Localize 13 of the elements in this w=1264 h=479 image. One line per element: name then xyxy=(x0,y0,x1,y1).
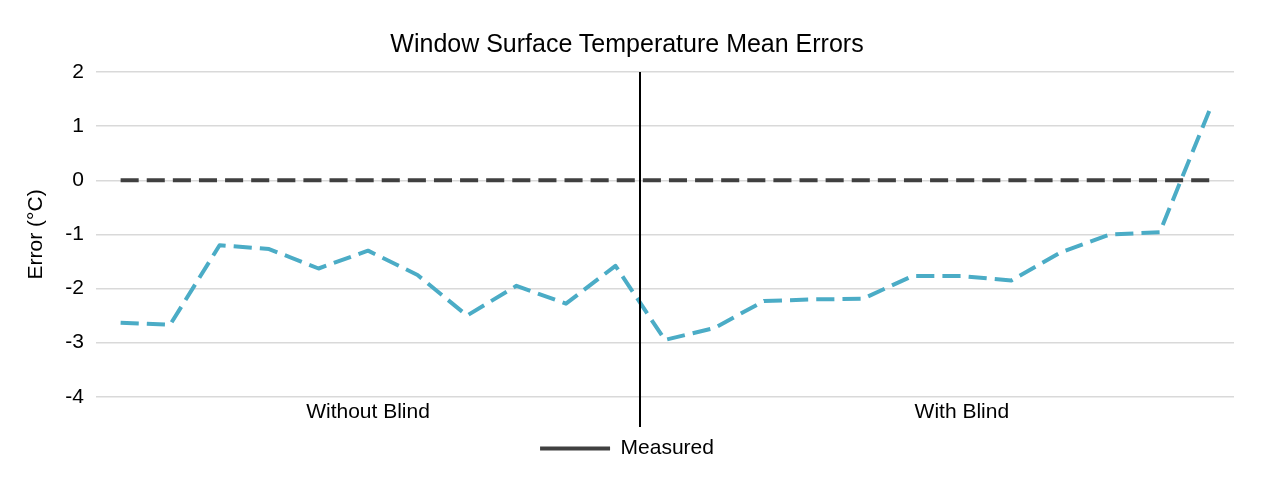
x-tick-label: With Blind xyxy=(914,399,1010,423)
chart-title: Window Surface Temperature Mean Errors xyxy=(390,28,864,57)
y-tick-label: 2 xyxy=(72,58,84,82)
y-tick-label: -4 xyxy=(65,383,85,407)
legend-label: Measured xyxy=(620,435,714,459)
y-tick-label: 1 xyxy=(72,112,84,136)
y-tick-label: -3 xyxy=(65,329,84,353)
line-series xyxy=(118,108,1212,342)
y-tick-label: -2 xyxy=(65,275,84,299)
y-tick-label: 0 xyxy=(72,167,84,191)
y-tick-label: -1 xyxy=(65,221,84,245)
y-axis-title: Error (°C) xyxy=(23,189,47,280)
x-tick-label: Without Blind xyxy=(306,399,430,423)
